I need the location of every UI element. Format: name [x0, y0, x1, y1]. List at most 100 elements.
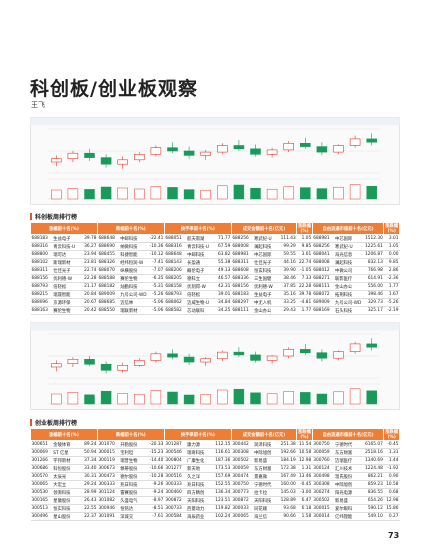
volume-bar [183, 189, 195, 200]
ranking-table: 涨幅前十名(%) 跌幅前十名(%) 换手率前十名(%) 成交金额前十名(亿元) 涨跌幅(… [30, 428, 400, 521]
table-cell: 大宏立 [52, 480, 81, 489]
table-cell: 1340.69 [362, 456, 384, 465]
table-cell: 恒玄科技 [253, 266, 279, 275]
volume-bar [217, 389, 228, 405]
volume-bar [233, 184, 245, 200]
volume-bar [333, 186, 344, 200]
table-cell: 四方精创 [186, 488, 215, 497]
table-cell: 东方财富 [334, 448, 363, 457]
volume-bar [250, 187, 261, 200]
table-cell: 300502 [312, 496, 335, 505]
candle-body [100, 363, 112, 371]
table-cell: 青云科技-U [52, 242, 81, 251]
table-cell: 29.43 [278, 306, 297, 315]
candle-body [333, 145, 344, 153]
table-cell: 星徽股份 [52, 496, 81, 505]
table-row: 688163 赛伦生物 20.42 688550 瑞联新材 -5.06 688582 芯动联科… [30, 306, 400, 315]
table-cell: -10.36 [147, 242, 165, 251]
candle-body [250, 148, 261, 155]
table-row: 300496 星山股份 22.37 301091 深城交 -7.61 300584 海辰药业 1… [30, 512, 400, 521]
table-cell: 836.55 [362, 488, 384, 497]
table-cell: 倍轻松 [52, 282, 81, 291]
section-title: 创业板周排行榜 [30, 418, 77, 427]
table-cell: 10.58 [383, 480, 400, 489]
volume-bar [200, 189, 211, 200]
table-row: 300686 科恒股份 33.40 300673 佩蒂股份 -10.66 301277 新天地… [30, 464, 400, 473]
table-cell: 同花顺 [253, 504, 279, 513]
table-cell: 1.77 [383, 282, 400, 291]
page-title: 科创板/创业板观察 [30, 78, 198, 100]
table-cell: -5.26 [147, 290, 165, 299]
candle-body [349, 343, 361, 352]
table-cell: 300651 [30, 440, 53, 449]
table-cell: 688012 [312, 266, 335, 275]
table-cell: 迈威生物-U [186, 298, 215, 307]
candle-body [266, 149, 278, 155]
table-cell: -0.45 [296, 480, 313, 489]
table-cell: 6.47 [296, 496, 313, 505]
table-cell: 63.82 [214, 250, 232, 259]
table-cell: 中无人机 [253, 298, 279, 307]
column-header: 自由流通市值前十名(亿元) [311, 428, 385, 441]
table-cell: 倍轻松 [186, 290, 215, 299]
table-row: 688156 优利德-W 22.28 688588 赛伦生物 -6.35 688205 德科立… [30, 274, 400, 283]
table-cell: 22.28 [80, 274, 98, 283]
table-cell: 688800 [30, 250, 53, 259]
table-cell: -14.40 [147, 456, 165, 465]
table-cell: 29.24 [80, 480, 98, 489]
table-cell: 300033 [231, 504, 254, 513]
candle-body [200, 151, 211, 156]
table-cell: 宇邦新材 [52, 456, 81, 465]
table-cell: 36.27 [80, 242, 98, 251]
table-cell: 30.31 [80, 472, 98, 481]
table-cell: 688550 [97, 306, 120, 315]
candle-body [200, 358, 211, 363]
table-cell: 688111 [231, 306, 254, 315]
table-cell: 35.16 [278, 290, 297, 299]
table-cell: -2.36 [383, 274, 400, 283]
table-cell: 300333 [164, 480, 187, 489]
volume-bar [183, 394, 195, 405]
table-cell: 12.98 [296, 456, 313, 465]
candle-body [283, 142, 294, 151]
column-header: 涨跌幅(%) [383, 428, 400, 441]
table-cell: 20.42 [80, 306, 98, 315]
table-cell: 3.01 [296, 250, 313, 259]
table-cell: 300165 [30, 496, 53, 505]
table-cell: 300460 [164, 488, 187, 497]
table-cell: 688183 [30, 234, 53, 243]
table-cell: 德尔股份 [119, 472, 148, 481]
candle-body [366, 138, 377, 143]
table-cell: 688981 [231, 250, 254, 259]
column-header: 跌幅前十名(%) [96, 428, 165, 441]
table-cell: 拉卡拉 [253, 488, 279, 497]
table-cell: 300274 [312, 488, 335, 497]
table-cell: 688690 [97, 242, 120, 251]
table-cell: 862.21 [362, 472, 384, 481]
volume-bar [134, 393, 145, 405]
table-cell: 京源环保 [52, 298, 81, 307]
table-cell: -8.97 [147, 496, 165, 505]
table-cell: 赛伦生物 [119, 274, 148, 283]
table-cell: 301091 [97, 512, 120, 521]
table-cell: 九号公司-WD [334, 298, 363, 307]
table-cell: 0.27 [383, 512, 400, 521]
table-cell: 184.19 [278, 456, 297, 465]
candle-body [316, 352, 328, 359]
table-cell: 迈瑞医疗 [334, 456, 363, 465]
table-cell: 688051 [164, 234, 187, 243]
table-cell: 15.86 [383, 504, 400, 513]
candle-body [366, 343, 377, 348]
table-cell: 33.25 [278, 298, 297, 307]
candle-body [117, 159, 128, 165]
table-cell: 300014 [312, 512, 335, 521]
table-cell: 300308 [312, 480, 335, 489]
table-cell: 300442 [231, 440, 254, 449]
table-cell: 斯瑞新材 [52, 258, 81, 267]
table-cell: 12.98 [383, 496, 400, 505]
table-cell: 久盛电气 [119, 496, 148, 505]
candle-body [117, 365, 128, 371]
volume-bar [266, 393, 278, 405]
chart-header [30, 322, 400, 331]
candle-body [233, 351, 245, 356]
